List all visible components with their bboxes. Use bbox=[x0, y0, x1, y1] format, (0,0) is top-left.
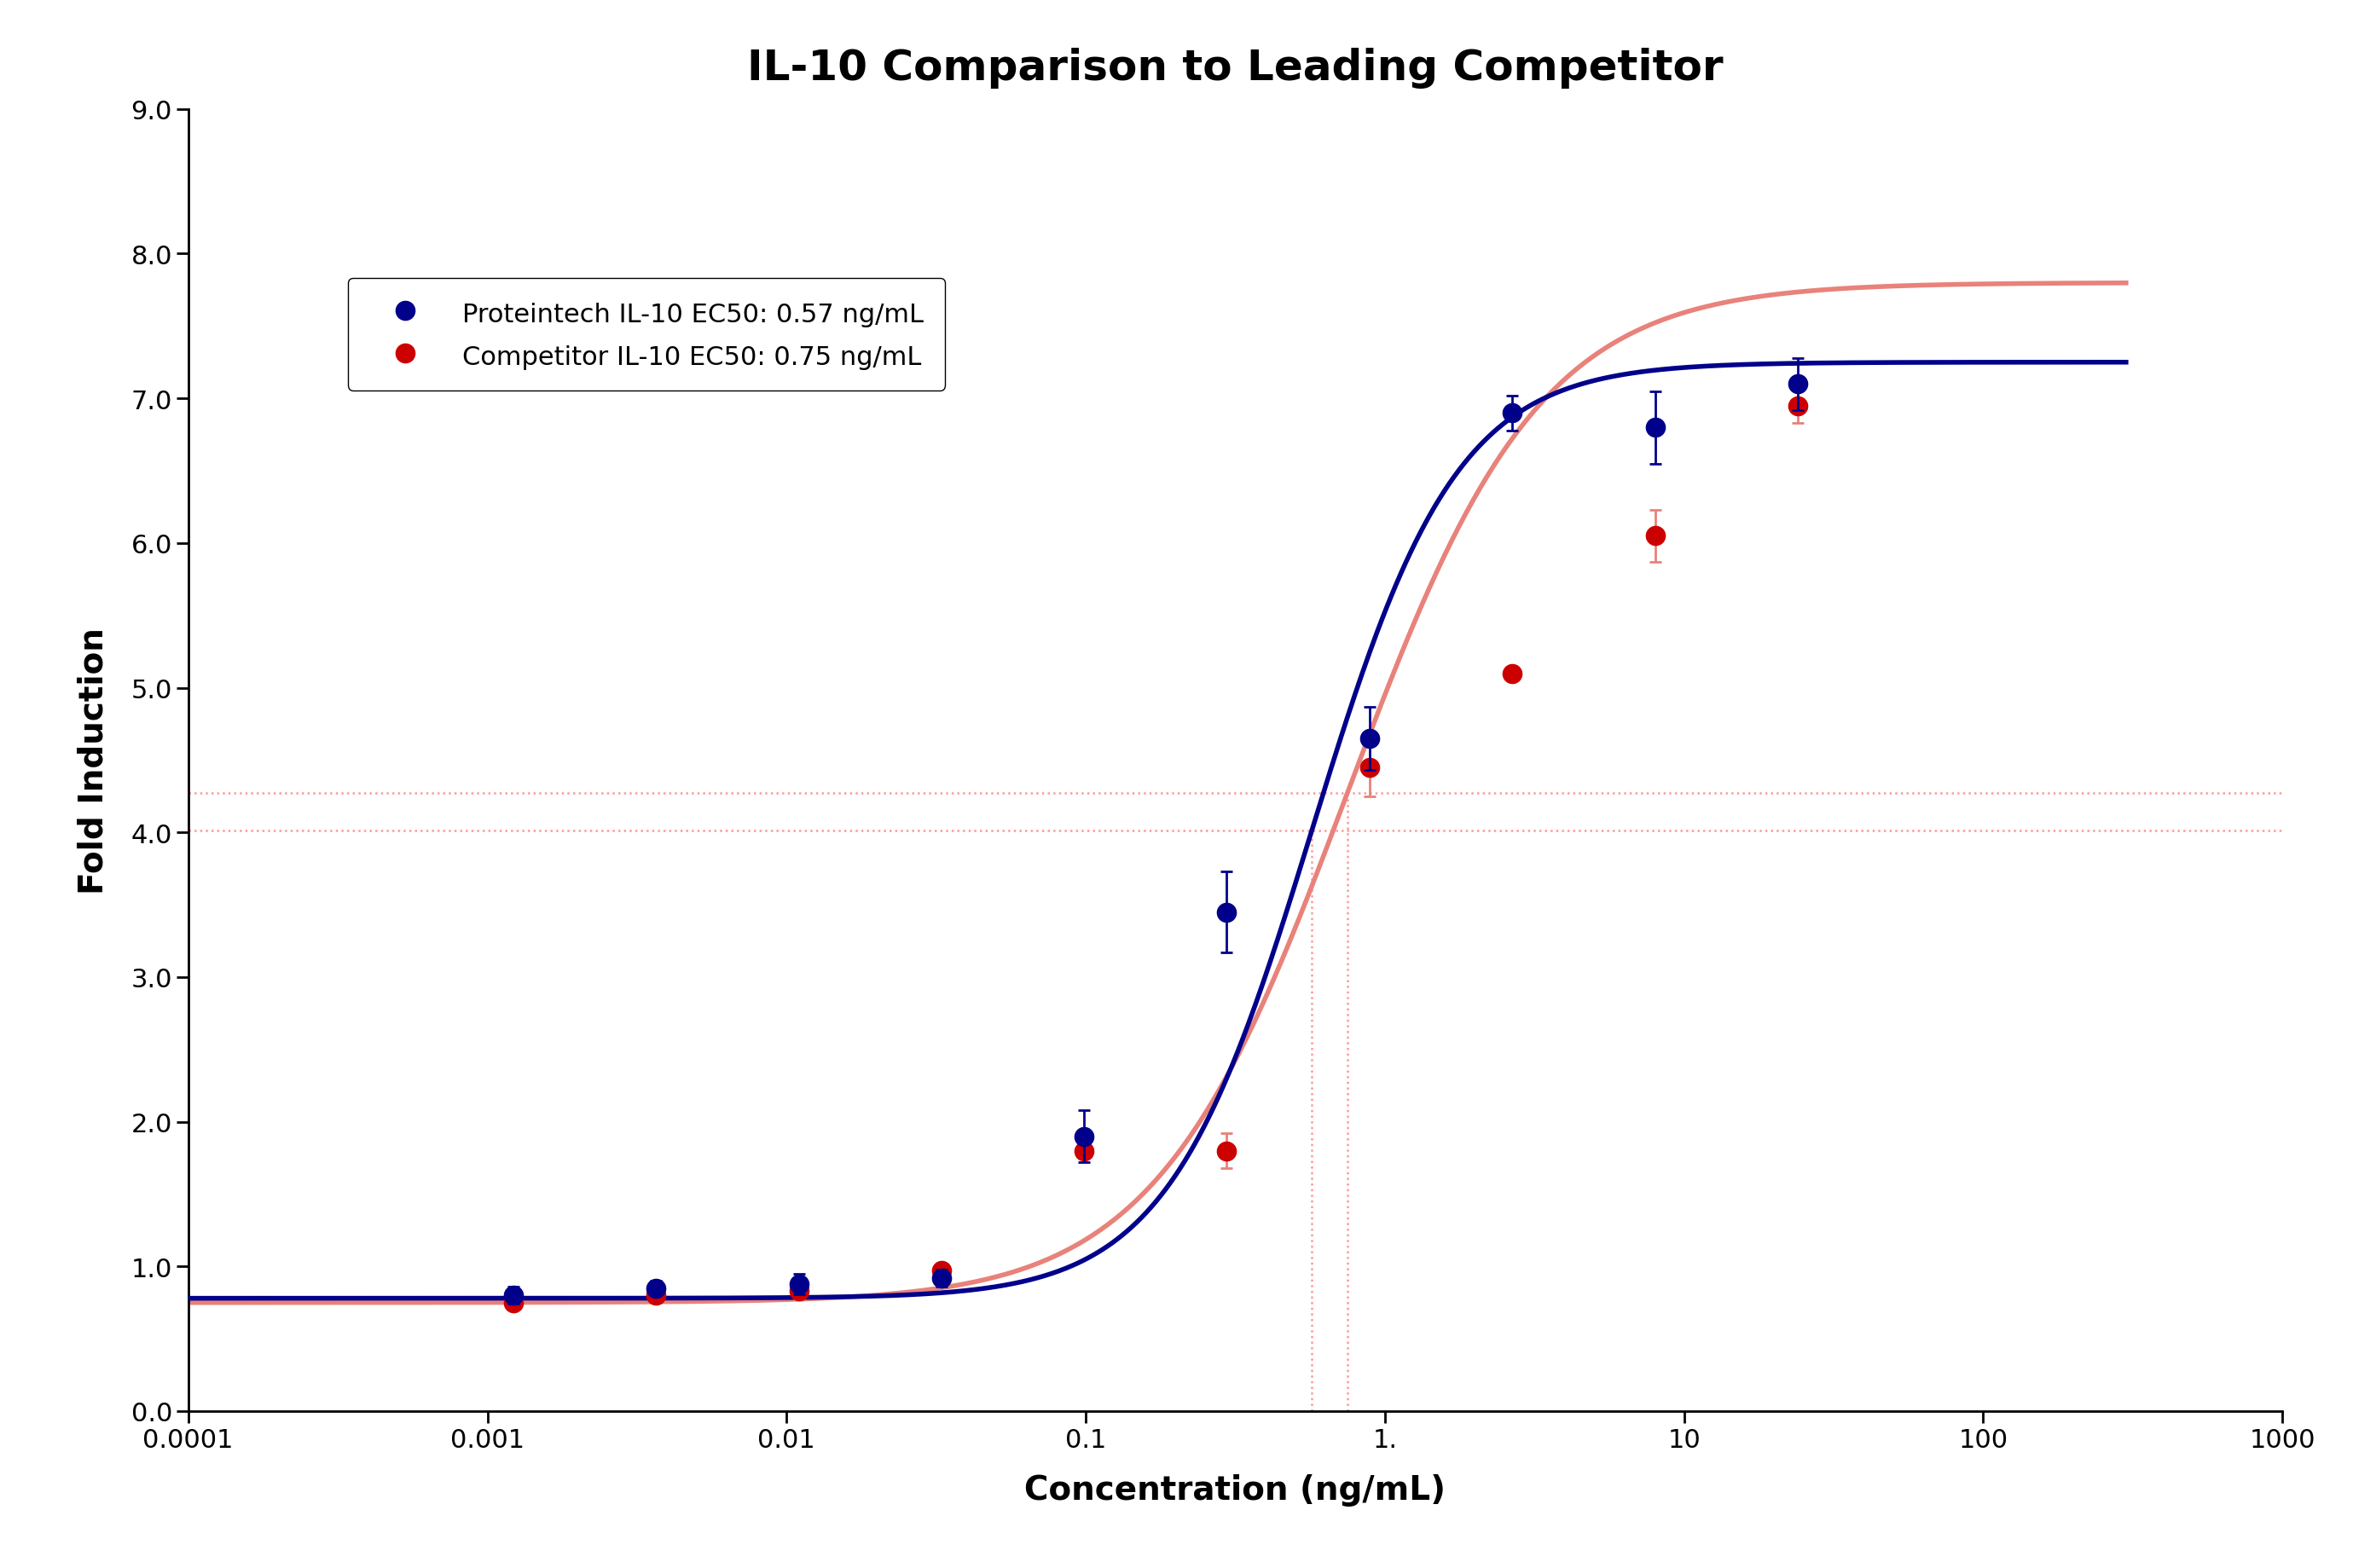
Proteintech IL-10 EC50: 0.57 ng/mL: (8, 6.8): 0.57 ng/mL: (8, 6.8) bbox=[1640, 419, 1668, 437]
Competitor IL-10 EC50: 0.75 ng/mL: (0.011, 0.83): 0.75 ng/mL: (0.011, 0.83) bbox=[786, 1281, 814, 1300]
X-axis label: Concentration (ng/mL): Concentration (ng/mL) bbox=[1024, 1474, 1447, 1505]
Proteintech IL-10 EC50: 0.57 ng/mL: (0.296, 3.45): 0.57 ng/mL: (0.296, 3.45) bbox=[1212, 903, 1240, 922]
Proteintech IL-10 EC50: 0.57 ng/mL: (0.889, 4.65): 0.57 ng/mL: (0.889, 4.65) bbox=[1355, 729, 1384, 748]
Proteintech IL-10 EC50: 0.57 ng/mL: (0.0988, 1.9): 0.57 ng/mL: (0.0988, 1.9) bbox=[1071, 1127, 1099, 1146]
Competitor IL-10 EC50: 0.75 ng/mL: (8, 6.05): 0.75 ng/mL: (8, 6.05) bbox=[1640, 527, 1668, 546]
Proteintech IL-10 EC50: 0.57 ng/mL: (24, 7.1): 0.57 ng/mL: (24, 7.1) bbox=[1784, 375, 1812, 394]
Proteintech IL-10 EC50: 0.57 ng/mL: (0.0329, 0.92): 0.57 ng/mL: (0.0329, 0.92) bbox=[927, 1269, 955, 1287]
Competitor IL-10 EC50: 0.75 ng/mL: (2.67, 5.1): 0.75 ng/mL: (2.67, 5.1) bbox=[1499, 665, 1527, 684]
Y-axis label: Fold Induction: Fold Induction bbox=[78, 627, 111, 894]
Competitor IL-10 EC50: 0.75 ng/mL: (24, 6.95): 0.75 ng/mL: (24, 6.95) bbox=[1784, 397, 1812, 416]
Proteintech IL-10 EC50: 0.57 ng/mL: (2.67, 6.9): 0.57 ng/mL: (2.67, 6.9) bbox=[1499, 405, 1527, 423]
Competitor IL-10 EC50: 0.75 ng/mL: (0.889, 4.45): 0.75 ng/mL: (0.889, 4.45) bbox=[1355, 759, 1384, 778]
Proteintech IL-10 EC50: 0.57 ng/mL: (0.00122, 0.8): 0.57 ng/mL: (0.00122, 0.8) bbox=[499, 1286, 527, 1305]
Line: Proteintech IL-10 EC50: 0.57 ng/mL: Proteintech IL-10 EC50: 0.57 ng/mL bbox=[504, 375, 1807, 1305]
Competitor IL-10 EC50: 0.75 ng/mL: (0.0329, 0.97): 0.75 ng/mL: (0.0329, 0.97) bbox=[927, 1262, 955, 1281]
Competitor IL-10 EC50: 0.75 ng/mL: (0.0988, 1.8): 0.75 ng/mL: (0.0988, 1.8) bbox=[1071, 1142, 1099, 1160]
Legend: Proteintech IL-10 EC50: 0.57 ng/mL, Competitor IL-10 EC50: 0.75 ng/mL: Proteintech IL-10 EC50: 0.57 ng/mL, Comp… bbox=[348, 279, 946, 390]
Competitor IL-10 EC50: 0.75 ng/mL: (0.296, 1.8): 0.75 ng/mL: (0.296, 1.8) bbox=[1212, 1142, 1240, 1160]
Title: IL-10 Comparison to Leading Competitor: IL-10 Comparison to Leading Competitor bbox=[748, 47, 1722, 89]
Competitor IL-10 EC50: 0.75 ng/mL: (0.00122, 0.75): 0.75 ng/mL: (0.00122, 0.75) bbox=[499, 1294, 527, 1312]
Proteintech IL-10 EC50: 0.57 ng/mL: (0.00366, 0.85): 0.57 ng/mL: (0.00366, 0.85) bbox=[642, 1279, 671, 1298]
Line: Competitor IL-10 EC50: 0.75 ng/mL: Competitor IL-10 EC50: 0.75 ng/mL bbox=[504, 397, 1807, 1312]
Proteintech IL-10 EC50: 0.57 ng/mL: (0.011, 0.88): 0.57 ng/mL: (0.011, 0.88) bbox=[786, 1275, 814, 1294]
Competitor IL-10 EC50: 0.75 ng/mL: (0.00366, 0.8): 0.75 ng/mL: (0.00366, 0.8) bbox=[642, 1286, 671, 1305]
